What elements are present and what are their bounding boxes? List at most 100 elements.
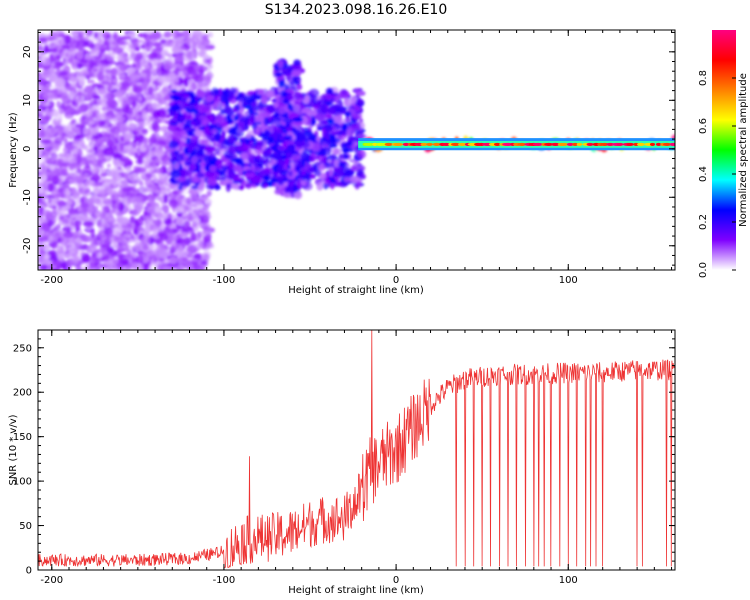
spectrogram-cell [157,59,163,68]
spectrogram-cell [285,88,294,93]
spectrogram-cell [313,105,319,110]
spectrogram-cell [140,252,148,258]
spectrogram-cell [159,186,166,196]
spectrogram-cell [146,53,156,60]
spectrogram-cell [201,260,208,266]
spectrogram-cell [112,152,122,160]
spectrogram-cell [202,43,211,50]
spectrogram-cell [228,147,238,153]
spectrogram-cell [248,108,255,115]
spectrogram-cell [127,96,138,104]
spectrogram-cell [132,86,143,94]
spectrogram-cell [261,169,269,175]
spectrogram-cell [137,230,142,235]
spectrogram-cell [206,68,212,76]
spectrogram-cell [204,82,211,88]
spectrogram-cell [152,226,158,233]
spectrogram-cell [204,171,215,178]
spectrogram-cell [252,157,259,163]
spectrogram-cell [350,123,359,130]
spectrogram-cell [295,133,307,142]
spectrogram-cell [141,137,151,144]
spectrogram-cell [207,63,213,70]
spectrogram-cell [137,226,143,231]
spectrogram-cell [327,154,338,160]
spectrogram-cell [82,127,89,135]
spectrogram-cell [62,231,74,239]
carrier-band-cell [637,142,646,147]
spectrogram-cell [325,102,334,106]
spectrogram-cell [101,235,112,245]
spectrogram-cell [179,232,188,239]
spectrogram-cell [258,88,264,95]
spectrogram-cell [158,75,167,83]
spectrogram-cell [196,81,206,88]
spectrogram-cell [199,219,210,224]
spectrogram-cell [278,105,287,115]
colorbar-tick-label: 0.4 [698,166,709,182]
spectrogram-cell [116,96,122,104]
spectrogram-cell [327,159,332,163]
spectrogram-cell [132,165,141,171]
spectrogram-cell [61,44,71,50]
spectrogram-cell [163,204,170,214]
spectrogram-cell [290,160,295,170]
spectrogram-cell [93,31,98,39]
spectrogram-cell [43,127,49,132]
spectrogram-cell [236,127,242,134]
spectrogram-cell [67,208,78,214]
spectrogram-cell [128,123,137,128]
spectrogram-cell [125,204,133,212]
spectrogram-cell [292,117,304,123]
spectrogram-cell [77,182,87,188]
spectrogram-cell [43,210,53,219]
spectrogram-cell [48,89,59,98]
spectrogram-cell [143,263,149,270]
spectrogram-cell [47,182,54,192]
spectrogram-cell [162,186,173,191]
spectrogram-cell [153,53,163,60]
spectrogram-cell [94,61,100,67]
spectrogram-cell [169,236,180,241]
spectrogram-cell [105,52,116,62]
spectrogram-cell [40,139,52,144]
spectrogram-cell [326,118,335,124]
spectrogram-cell [277,176,285,186]
spectrogram-cell [343,176,351,183]
spectrogram-cell [316,181,324,191]
spectrogram-y-axis-label: Frequency (Hz) [8,112,19,188]
spectrogram-cell [62,243,74,248]
spectrogram-cell [152,124,161,133]
spectrogram-cell [174,38,184,46]
spectrogram-cell [88,198,94,205]
spectrogram-cell [139,146,147,152]
spectrogram-cell [121,35,132,40]
spectrogram-cell [181,257,188,262]
spectrogram-cell [324,113,333,119]
spectrogram-cell [149,68,158,74]
colorbar-tick-label: 0.8 [698,70,709,86]
spectrogram-cell [99,67,105,74]
spectrogram-cell [88,59,95,69]
spectrogram-cell [350,165,356,172]
spectrogram-cell [76,62,84,70]
spectrogram-cell [103,259,114,267]
spectrogram-cell [61,50,71,60]
spectrogram-cell [41,117,48,123]
spectrogram-cell [254,94,262,101]
spectrogram-cell [72,32,79,38]
carrier-band-cell [649,142,656,147]
spectrogram-cell [88,42,95,50]
spectrogram-cell [233,164,243,174]
spectrogram-cell [44,144,51,149]
spectrogram-cell [99,102,109,108]
carrier-band-cell [426,142,434,147]
spectrogram-cell [104,73,113,79]
spectrogram-cell [215,159,223,170]
carrier-band-cell [384,142,393,147]
spectrogram-cell [251,166,262,172]
spectrogram-cell [145,214,152,220]
spectrogram-cell [163,61,175,70]
spectrogram-cell [124,226,133,232]
spectrogram-cell [341,123,348,131]
